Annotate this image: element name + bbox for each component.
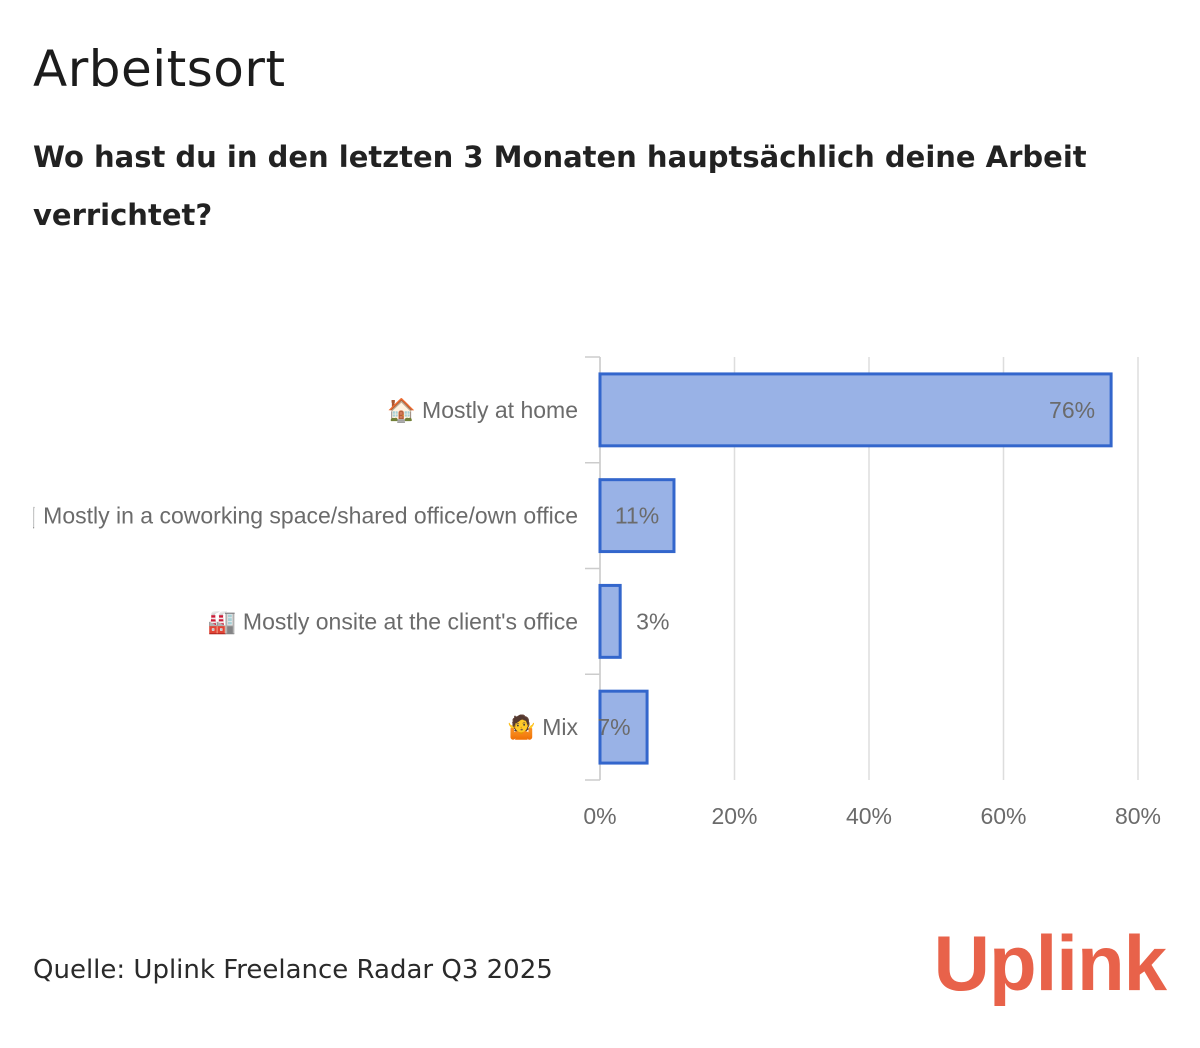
category-label: 🏠 Mostly at home	[387, 397, 578, 424]
uplink-logo: Uplink	[933, 919, 1167, 1007]
bar-chart: 🏠 Mostly at home 🏢 Mostly in a coworking …	[8, 356, 1161, 829]
category-label: 🏭 Mostly onsite at the client's office	[208, 608, 578, 635]
x-tick-label: 20%	[711, 803, 757, 829]
chart-subtitle: Wo hast du in den letzten 3 Monaten haup…	[33, 140, 1087, 232]
x-tick-label: 60%	[980, 803, 1026, 829]
x-tick-label: 0%	[583, 803, 616, 829]
source-note: Quelle: Uplink Freelance Radar Q3 2025	[33, 955, 553, 985]
data-label: 76%	[1049, 397, 1095, 423]
bar	[598, 583, 622, 659]
category-label: 🤷 Mix	[507, 713, 578, 741]
chart-title: Arbeitsort	[33, 40, 286, 98]
category-label: 🏢 Mostly in a coworking space/shared off…	[8, 503, 578, 530]
bar	[598, 689, 649, 765]
x-tick-label: 40%	[846, 803, 892, 829]
data-label: 3%	[636, 608, 669, 634]
data-label: 11%	[615, 503, 659, 529]
x-tick-label: 80%	[1115, 803, 1161, 829]
data-label: 7%	[597, 714, 630, 740]
bar	[598, 372, 1113, 448]
bar	[598, 478, 676, 554]
